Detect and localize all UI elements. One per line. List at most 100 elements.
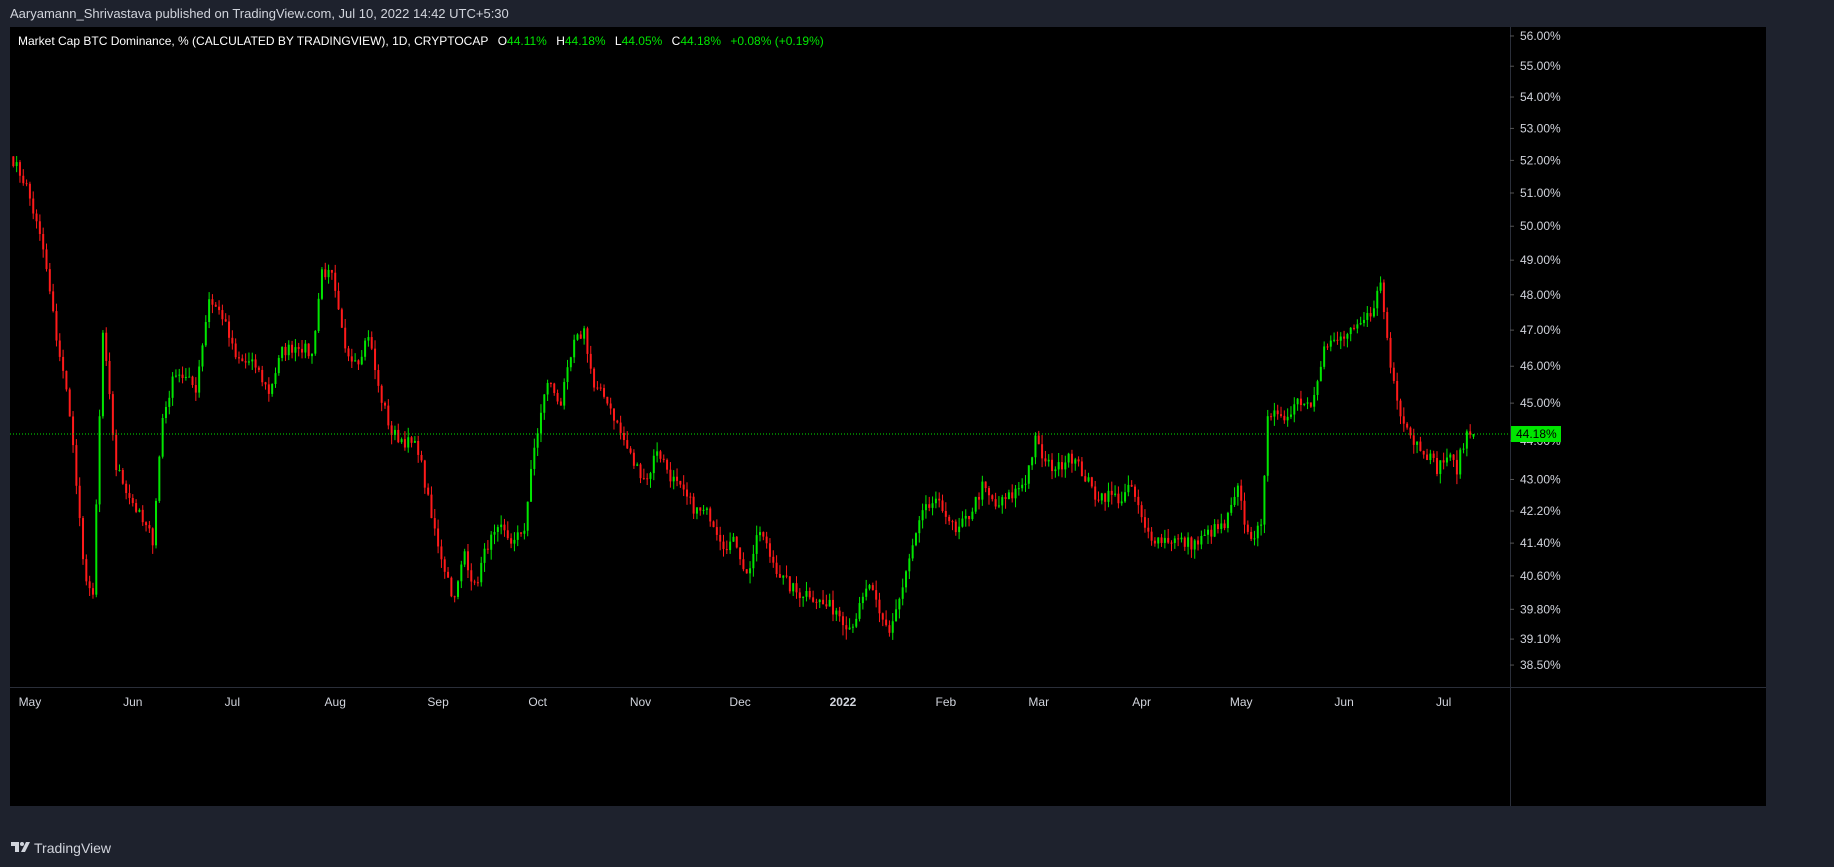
candle-body [951, 521, 954, 523]
candle-body [583, 328, 586, 339]
candle-body [1439, 460, 1442, 474]
candle-body [1283, 415, 1286, 421]
candle-body [1226, 512, 1229, 529]
legend-close-key: C [671, 34, 681, 48]
candle-body [1134, 486, 1136, 497]
candle-body [1051, 459, 1054, 472]
candle-body [762, 532, 765, 537]
candle-body [1004, 497, 1007, 500]
candle-body [291, 344, 294, 353]
candle-body [659, 451, 662, 459]
candle-body [822, 599, 825, 605]
candle-body [941, 500, 944, 511]
candle-body [12, 156, 15, 167]
chart-pane[interactable]: 56.00% 55.00% 54.00% 53.00% 52.00% 51.00% 50.0… [10, 27, 1766, 806]
candle-body [184, 376, 187, 378]
candle-body [636, 464, 639, 466]
candle-body [964, 515, 967, 519]
candle-body [1399, 400, 1402, 417]
legend-high-value: 44.18% [564, 34, 606, 48]
candle-body [1037, 435, 1040, 445]
candle-body [530, 468, 533, 502]
candle-body [320, 269, 323, 299]
candle-body [241, 358, 244, 362]
candle-body [310, 353, 313, 357]
candle-body [108, 360, 111, 395]
candle-body [1087, 477, 1090, 482]
candle-body [1200, 535, 1203, 545]
candle-body [666, 459, 669, 470]
candle-body [1256, 525, 1259, 539]
candle-body [148, 525, 151, 529]
candle-body [145, 522, 148, 526]
candle-body [914, 533, 917, 546]
footer-brand[interactable]: TradingView [10, 840, 111, 856]
candle-body [1386, 312, 1389, 338]
candle-body [1080, 461, 1083, 477]
candle-body [1369, 313, 1372, 317]
candle-body [52, 291, 55, 312]
candlestick-chart[interactable]: 56.00% 55.00% 54.00% 53.00% 52.00% 51.00% 50.0… [10, 27, 1766, 806]
candle-body [138, 509, 141, 512]
x-tick-label: Dec [729, 695, 750, 709]
candle-body [802, 596, 805, 599]
candle-body [828, 599, 831, 607]
candle-body [314, 331, 317, 354]
candle-body [1120, 501, 1123, 504]
candle-body [164, 406, 167, 419]
candle-body [88, 581, 91, 589]
candle-body [1329, 340, 1332, 347]
candle-body [672, 476, 675, 482]
candle-body [1044, 458, 1047, 462]
candle-body [201, 345, 204, 367]
candle-body [1024, 483, 1027, 485]
candle-body [1143, 517, 1146, 528]
candle-body [934, 498, 937, 504]
candle-body [48, 269, 51, 292]
candle-body [214, 304, 217, 307]
candle-body [1260, 524, 1263, 526]
candle-body [15, 162, 18, 167]
candle-body [1426, 454, 1429, 461]
candle-body [1220, 523, 1223, 529]
candle-body [642, 478, 645, 480]
candle-body [1114, 493, 1117, 495]
candle-body [208, 299, 211, 323]
candle-body [427, 487, 430, 495]
candle-body [918, 520, 921, 534]
candle-body [755, 535, 758, 554]
candle-body [526, 501, 529, 531]
candle-body [68, 389, 71, 417]
y-tick-label: 49.00% [1520, 253, 1561, 267]
candle-body [1270, 416, 1273, 418]
tradingview-logo-icon [10, 840, 30, 856]
candle-body [254, 359, 257, 368]
candle-body [1177, 538, 1180, 540]
candle-body [1316, 381, 1319, 395]
candle-body [317, 298, 320, 332]
candle-body [622, 432, 625, 441]
candle-body [493, 531, 496, 535]
candle-body [1353, 327, 1356, 329]
candle-body [1197, 540, 1200, 545]
candle-body [709, 508, 712, 522]
candle-body [1419, 441, 1422, 451]
candle-body [649, 473, 652, 479]
candle-body [228, 321, 231, 338]
candle-body [523, 530, 526, 534]
candle-body [848, 627, 851, 630]
candle-body [991, 495, 994, 500]
x-tick-label: Aug [325, 695, 346, 709]
candle-body [759, 532, 761, 536]
axes-layer: 56.00% 55.00% 54.00% 53.00% 52.00% 51.00% 50.0… [10, 27, 1766, 806]
candle-body [58, 340, 61, 357]
candle-body [460, 564, 463, 582]
candle-body [841, 616, 844, 626]
y-tick-label: 52.00% [1520, 153, 1561, 167]
candle-body [191, 376, 194, 386]
candle-body [1034, 435, 1037, 458]
candle-body [885, 619, 888, 626]
candle-body [490, 534, 493, 550]
candle-body [45, 249, 48, 270]
candle-body [1027, 465, 1030, 484]
